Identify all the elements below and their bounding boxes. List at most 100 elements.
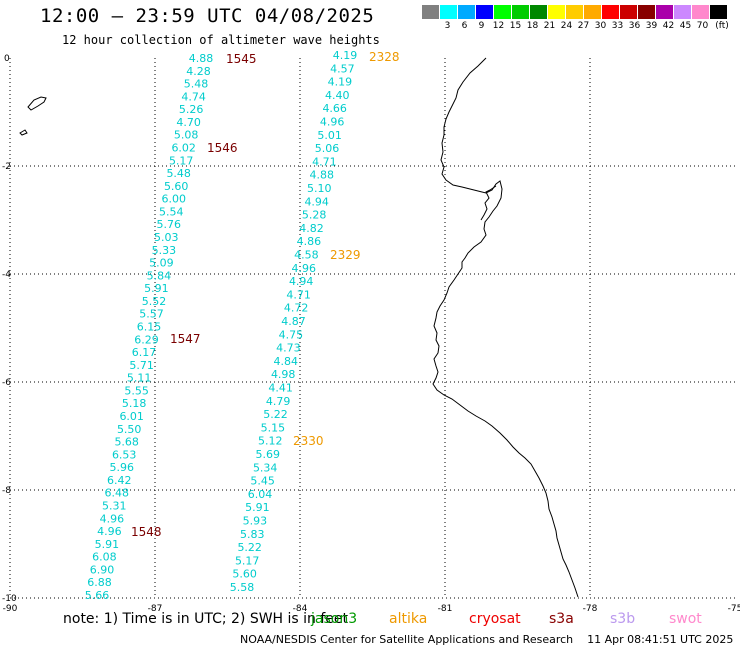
pass-labels: 1545 1546 1547 1548 2328 2329 2330	[131, 50, 400, 539]
wave-height-value: 4.73	[276, 342, 301, 355]
lon-tick-label: -78	[583, 604, 598, 614]
wave-height-value: 4.71	[312, 155, 337, 168]
lat-tick-label: -8	[2, 486, 11, 496]
colorbar-swatch	[512, 5, 530, 19]
colorbar-label: 45	[679, 21, 692, 31]
satellite-legend-s3b: s3b	[610, 611, 636, 627]
credit-line: NOAA/NESDIS Center for Satellite Applica…	[240, 633, 733, 646]
satellite-legend-cryosat: cryosat	[469, 611, 521, 627]
wave-height-value: 5.22	[237, 541, 262, 554]
wave-height-value: 6.02	[171, 142, 196, 155]
colorbar-label: 27	[577, 21, 590, 31]
wave-height-value: 6.53	[112, 448, 137, 461]
wave-height-value: 5.33	[152, 244, 177, 257]
wave-height-value: 5.08	[174, 129, 199, 142]
wave-height-value: 6.48	[105, 487, 130, 500]
wave-height-value: 6.08	[92, 551, 117, 564]
galapagos-islet	[19, 129, 28, 136]
colorbar-labels: 3 6 9 12 15 18 21 24 27 30 33 36 39 42 45 70 (ft)	[422, 21, 733, 31]
colorbar-label: 3	[444, 21, 451, 31]
wave-height-value: 5.91	[144, 282, 169, 295]
wave-height-value: 4.79	[266, 395, 291, 408]
lon-tick-label: -75	[728, 604, 740, 614]
pass-label: 2329	[330, 248, 361, 262]
wave-height-value: 6.88	[87, 576, 112, 589]
colorbar-swatch	[602, 5, 620, 19]
colorbar-label: 15	[509, 21, 522, 31]
wave-height-value: 4.74	[181, 90, 206, 103]
colorbar-swatch	[656, 5, 674, 19]
wave-height-value: 5.57	[139, 308, 164, 321]
map-title: 12:00 — 23:59 UTC 04/08/2025	[40, 5, 375, 27]
wave-height-value: 4.98	[271, 368, 296, 381]
colorbar-swatch	[476, 5, 494, 19]
wave-height-value: 4.57	[330, 62, 355, 75]
wave-height-value: 5.18	[122, 397, 147, 410]
colorbar-swatch	[620, 5, 638, 19]
lat-tick-label: -4	[2, 270, 11, 280]
wave-height-value: 5.93	[243, 515, 268, 528]
wave-height-value: 6.29	[134, 333, 159, 346]
wave-height-value: 5.50	[117, 423, 142, 436]
colorbar-label: 24	[560, 21, 573, 31]
wave-height-colorbar	[422, 5, 727, 19]
wave-height-value: 4.88	[189, 52, 214, 65]
wave-height-value: 4.88	[310, 169, 335, 182]
coastline-path	[432, 57, 579, 598]
wave-height-value: 4.87	[281, 315, 306, 328]
wave-height-value: 4.19	[333, 49, 358, 62]
colorbar-swatch	[458, 5, 476, 19]
wave-height-value: 5.52	[142, 295, 167, 308]
colorbar-label: 39	[645, 21, 658, 31]
colorbar-label: 12	[492, 21, 505, 31]
colorbar-label: 36	[628, 21, 641, 31]
colorbar-label: 9	[478, 21, 485, 31]
timestamp: 11 Apr 08:41:51 UTC 2025	[587, 633, 734, 646]
wave-height-value: 5.91	[95, 538, 120, 551]
map-subtitle: 12 hour collection of altimeter wave hei…	[62, 33, 380, 47]
wave-height-value: 5.11	[127, 372, 152, 385]
colorbar-swatch	[710, 5, 727, 19]
wave-height-value: 4.41	[268, 382, 293, 395]
pass-label: 1545	[226, 52, 257, 66]
wave-height-value: 5.45	[250, 475, 275, 488]
wave-height-value: 5.60	[164, 180, 189, 193]
wave-height-value: 5.76	[157, 218, 182, 231]
wave-height-value: 4.86	[297, 235, 322, 248]
wave-height-value: 4.84	[274, 355, 299, 368]
wave-height-value: 5.01	[317, 129, 342, 142]
lat-tick-label: -6	[2, 378, 11, 388]
lat-tick-label: 0	[4, 54, 10, 64]
wave-height-value: 5.31	[102, 500, 127, 513]
wave-height-value: 5.69	[256, 448, 281, 461]
wave-height-value: 4.72	[284, 302, 309, 315]
colorbar-label: 42	[662, 21, 675, 31]
colorbar-label: 33	[611, 21, 624, 31]
colorbar-label: (ft)	[715, 21, 729, 31]
wave-height-value: 5.68	[114, 436, 139, 449]
wave-height-value: 4.96	[320, 116, 345, 129]
colorbar-swatch	[548, 5, 566, 19]
wave-height-value: 4.40	[325, 89, 350, 102]
lon-tick-label: -81	[438, 604, 453, 614]
wave-height-value: 5.22	[263, 408, 288, 421]
wave-height-value: 6.17	[132, 346, 157, 359]
wave-height-value: 5.55	[124, 384, 149, 397]
wave-height-value: 5.96	[110, 461, 135, 474]
wave-height-value: 6.04	[248, 488, 273, 501]
wave-height-value: 5.71	[129, 359, 154, 372]
colorbar-swatch	[566, 5, 584, 19]
wave-height-value: 5.58	[230, 581, 255, 594]
wave-height-value: 4.66	[322, 102, 347, 115]
pass-label: 1548	[131, 525, 162, 539]
satellite-legend-swot: swot	[669, 611, 702, 627]
wave-height-value: 5.17	[235, 554, 260, 567]
wave-height-value: 5.54	[159, 205, 184, 218]
satellite-legend-s3a: s3a	[549, 611, 574, 627]
map-frame	[9, 58, 735, 599]
wave-height-value: 4.71	[286, 288, 311, 301]
colorbar-label: 70	[696, 21, 709, 31]
colorbar-swatch	[638, 5, 656, 19]
wave-height-value: 5.03	[154, 231, 179, 244]
colorbar-label: 30	[594, 21, 607, 31]
